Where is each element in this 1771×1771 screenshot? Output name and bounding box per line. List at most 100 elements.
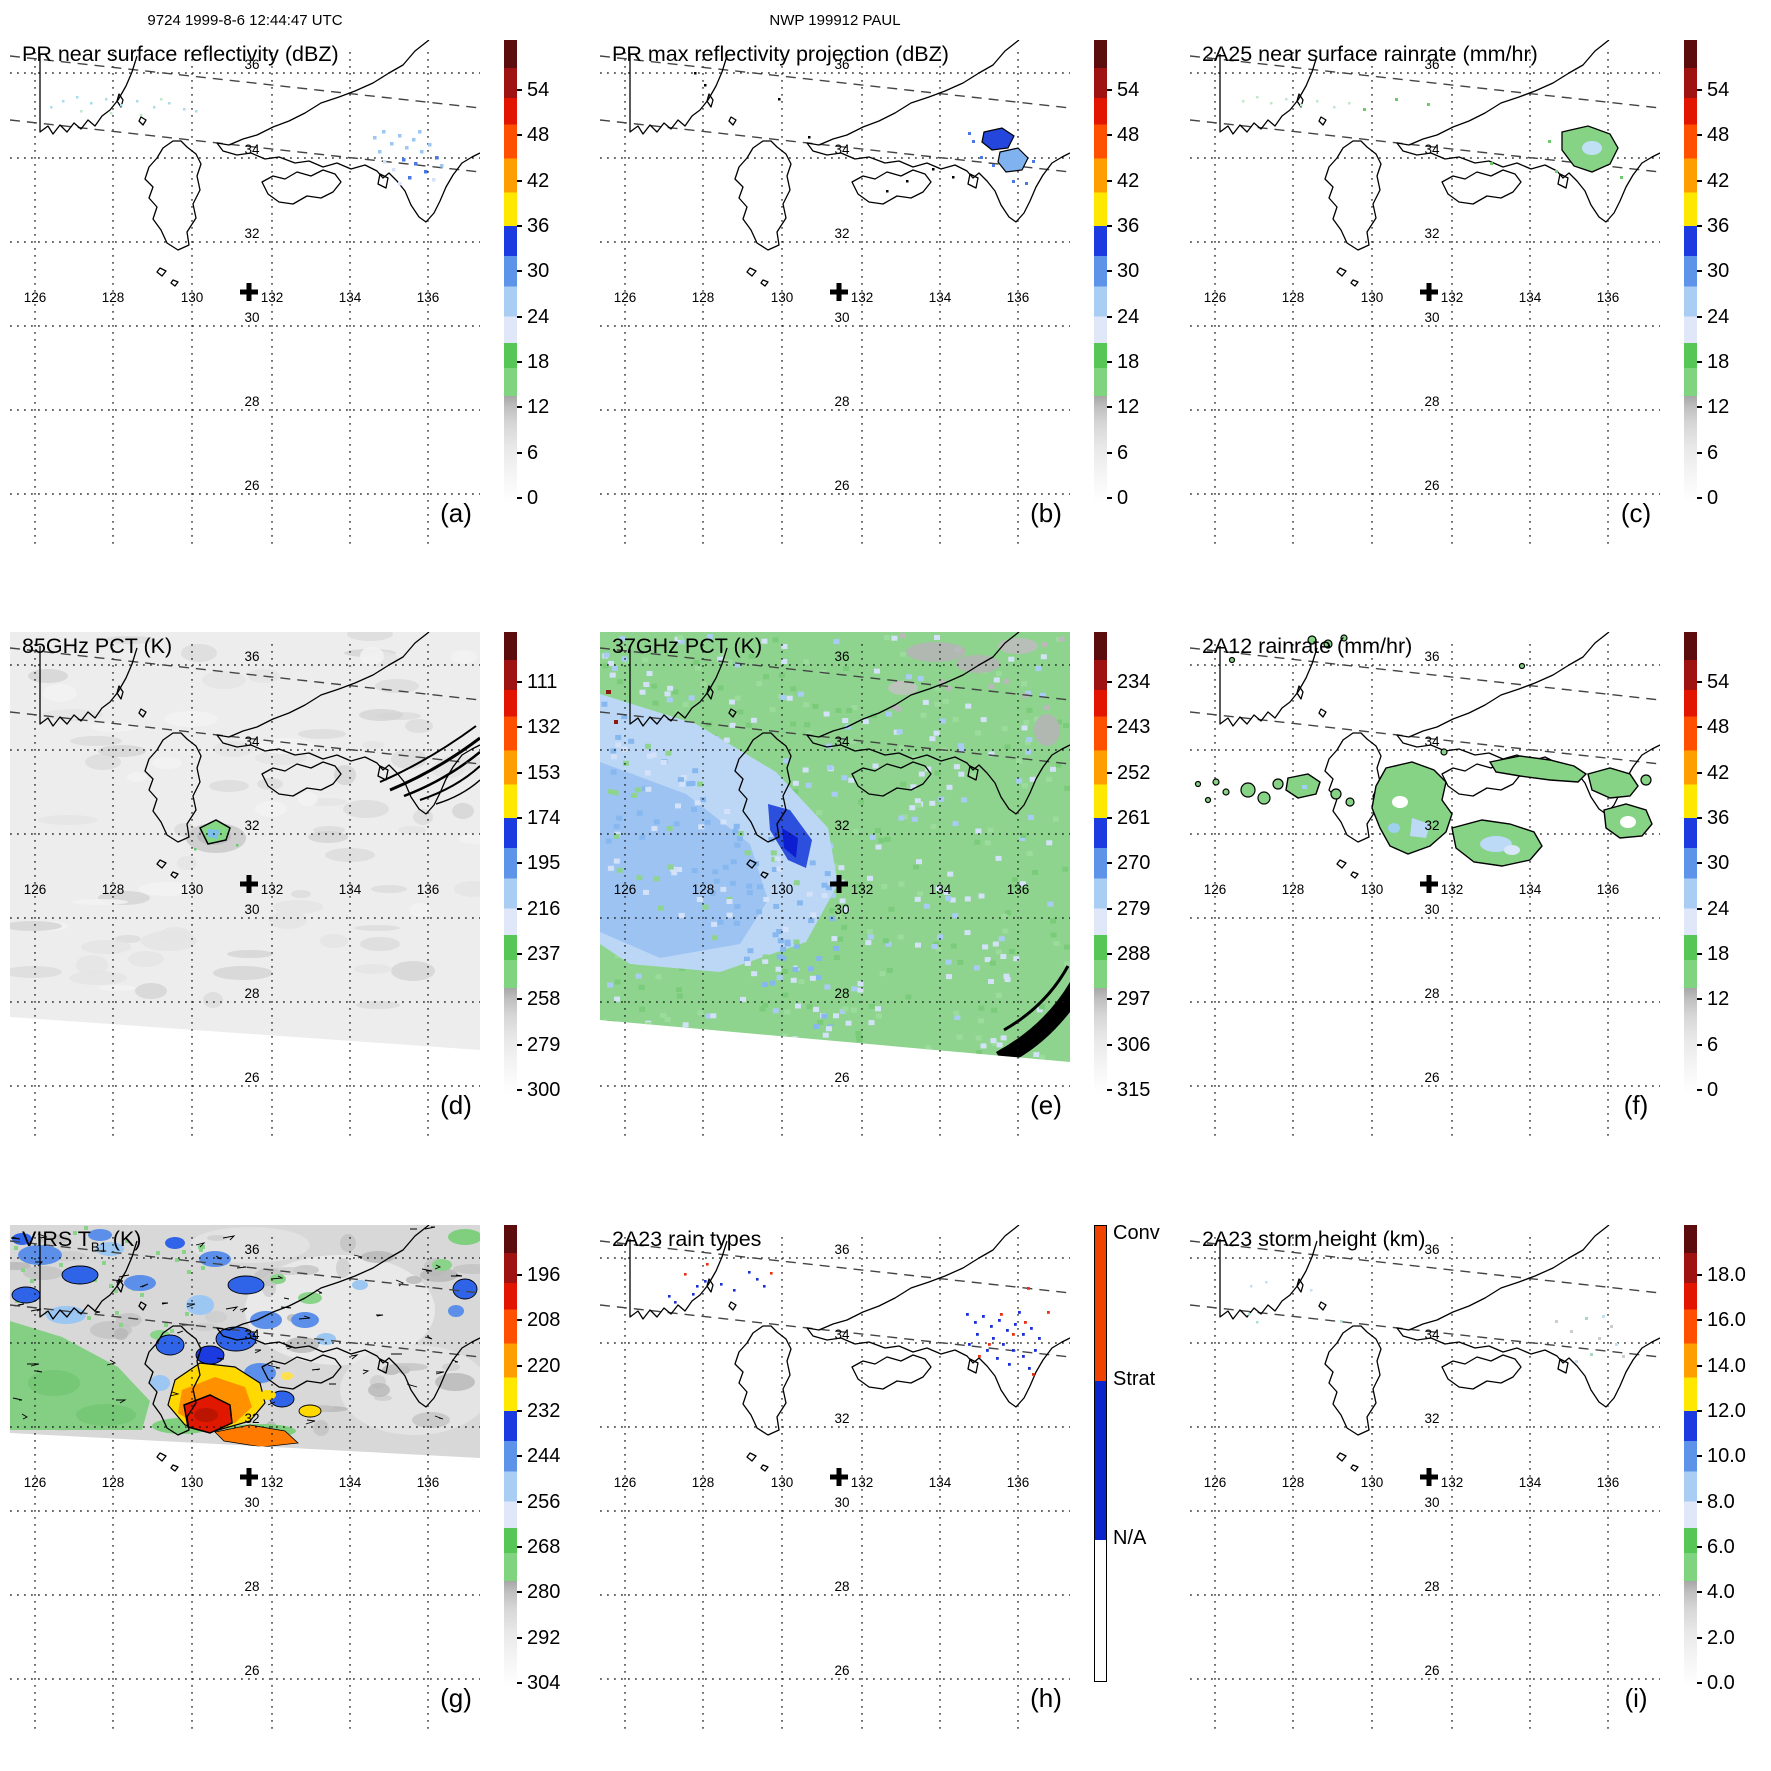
colorbar-tick-mark	[1697, 180, 1702, 182]
lon-label: 132	[261, 290, 284, 305]
colorbar-tick-label: 24	[1707, 898, 1730, 920]
lat-label: 26	[244, 478, 259, 493]
colorbar-tick-mark	[1697, 1319, 1702, 1321]
lat-label: 34	[244, 734, 260, 749]
storm-center-marker	[240, 875, 258, 893]
colorbar-tick-mark	[1697, 1637, 1702, 1639]
colorbar-gradient	[1094, 40, 1107, 502]
map-a: 126 128 130 132 134 136 36 34 32 30 28 26 (a)	[10, 40, 480, 547]
lat-label: 32	[834, 1411, 849, 1426]
lat-label: 36	[244, 649, 259, 664]
colorbar-tick-label: 216	[527, 898, 561, 920]
lon-label: 134	[929, 290, 952, 305]
colorbar-tick-label: 0.0	[1707, 1672, 1735, 1694]
colorbar-gradient	[1094, 632, 1107, 1094]
colorbar-tick-mark	[517, 225, 522, 227]
colorbar-h: Conv Strat N/A	[1094, 1223, 1194, 1717]
lon-label: 134	[1519, 882, 1542, 897]
lat-label: 28	[244, 1579, 259, 1594]
lon-label: 134	[929, 882, 952, 897]
colorbar-g: 196 208 220 232 244 256 268 280 292 304	[504, 1225, 604, 1717]
panel-letter: (g)	[440, 1683, 472, 1713]
colorbar-tick-label: 42	[1707, 762, 1730, 784]
lat-label: 28	[244, 394, 259, 409]
lon-label: 136	[1597, 290, 1620, 305]
colorbar-tick-label: 315	[1117, 1079, 1151, 1101]
lon-label: 128	[102, 882, 125, 897]
lat-label: 26	[834, 1070, 849, 1085]
colorbar-tick-mark	[517, 497, 522, 499]
colorbar-tick-label: 16.0	[1707, 1309, 1746, 1331]
lon-label: 134	[339, 1475, 362, 1490]
colorbar-tick-label: 36	[1117, 215, 1140, 237]
colorbar-gradient	[1684, 1225, 1697, 1687]
lon-label: 126	[1204, 290, 1227, 305]
colorbar-tick-label: 18	[1707, 351, 1730, 373]
colorbar-tick-label: 270	[1117, 852, 1151, 874]
lon-label: 136	[417, 290, 440, 305]
map-e: 126 128 130 132 134 136 36 34 32 30 28 26 (e)	[600, 632, 1070, 1139]
panel-title: 2A23 storm height (km)	[1202, 1227, 1426, 1251]
panel-letter: (e)	[1030, 1090, 1062, 1120]
lon-label: 128	[692, 290, 715, 305]
map-f: 126 128 130 132 134 136 36 34 32 30 28 26 (f)	[1190, 632, 1660, 1139]
colorbar-tick-mark	[1697, 89, 1702, 91]
colorbar-tick-mark	[1697, 452, 1702, 454]
colorbar-tick-label: 6	[1707, 1034, 1719, 1056]
colorbar-tick-mark	[517, 1682, 522, 1684]
colorbar-tick-mark	[1107, 452, 1112, 454]
colorbar-tick-label: 297	[1117, 988, 1151, 1010]
colorbar-gradient	[504, 40, 517, 502]
panel-g: 126 128 130 132 134 136 36 34 32 30 28 26 (g) VIRS TB…	[10, 1225, 480, 1737]
colorbar-tick-label: 244	[527, 1445, 561, 1467]
lon-label: 126	[614, 882, 637, 897]
lon-label: 136	[1007, 290, 1030, 305]
lat-label: 32	[1424, 226, 1439, 241]
colorbar-tick-mark	[1107, 772, 1112, 774]
colorbar-tick-mark	[1107, 270, 1112, 272]
colorbar-tick-mark	[517, 862, 522, 864]
colorbar-b: 54 48 42 36 30 24 18 12 6 0	[1094, 40, 1194, 532]
lon-label: 130	[1361, 290, 1384, 305]
colorbar-tick-mark	[517, 772, 522, 774]
colorbar-tick-mark	[517, 361, 522, 363]
colorbar-tick-mark	[1697, 998, 1702, 1000]
conv-segment	[1095, 1226, 1106, 1381]
lat-label: 28	[1424, 1579, 1439, 1594]
colorbar-tick-mark	[1697, 772, 1702, 774]
coastline	[629, 1225, 1070, 1472]
lon-label: 126	[24, 882, 47, 897]
colorbar-tick-label: 220	[527, 1355, 561, 1377]
lat-label: 34	[244, 1327, 260, 1342]
lat-label: 28	[244, 986, 259, 1001]
lat-label: 26	[834, 478, 849, 493]
colorbar-tick-label: 36	[1707, 215, 1730, 237]
lon-label: 128	[692, 1475, 715, 1490]
lat-label: 36	[1424, 1242, 1439, 1257]
colorbar-tick-mark	[1697, 225, 1702, 227]
colorbar-tick-label: 42	[527, 170, 550, 192]
colorbar-tick-label: 256	[527, 1491, 561, 1513]
colorbar-tick-label: 54	[1117, 79, 1140, 101]
colorbar-tick-mark	[1107, 681, 1112, 683]
colorbar-tick-label: 174	[527, 807, 561, 829]
colorbar-c: 54 48 42 36 30 24 18 12 6 0	[1684, 40, 1771, 532]
colorbar-gradient	[1684, 632, 1697, 1094]
panel-i: 126 128 130 132 134 136 36 34 32 30 28 26 (i) 2A23 st…	[1190, 1225, 1660, 1737]
storm-center-marker	[830, 1468, 848, 1486]
lat-label: 30	[1424, 902, 1439, 917]
lon-label: 126	[1204, 1475, 1227, 1490]
colorbar-tick-mark	[1697, 953, 1702, 955]
lon-label: 132	[851, 1475, 874, 1490]
colorbar-tick-label: 48	[1117, 124, 1140, 146]
colorbar-tick-label: 30	[527, 260, 550, 282]
lon-label: 130	[1361, 882, 1384, 897]
lon-label: 130	[181, 882, 204, 897]
colorbar-tick-mark	[517, 452, 522, 454]
storm-name-header: NWP 199912 PAUL	[769, 12, 901, 29]
colorbar-tick-label: 0	[1707, 1079, 1719, 1101]
colorbar-tick-mark	[517, 817, 522, 819]
colorbar-tick-label: 268	[527, 1536, 561, 1558]
panel-title: PR near surface reflectivity (dBZ)	[22, 42, 339, 66]
panel-letter: (c)	[1621, 498, 1651, 528]
